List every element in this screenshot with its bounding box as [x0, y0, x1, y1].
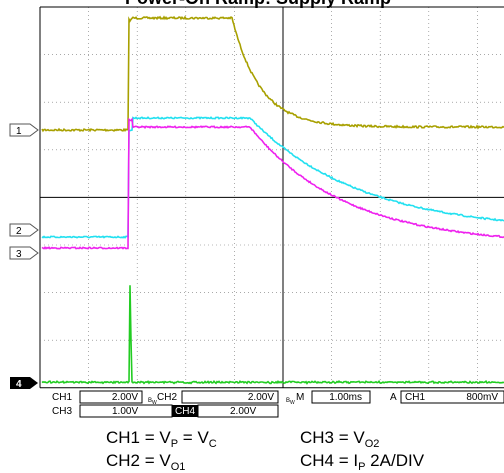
- waveform-ch2: [41, 116, 504, 239]
- marker-3: 3: [9, 246, 39, 260]
- setting: 2.00V: [112, 392, 138, 403]
- marker-4: 4: [10, 377, 38, 390]
- title: Power-On Ramp: Supply Ramp: [125, 0, 391, 8]
- setting: B: [286, 398, 290, 404]
- caption: CH2 = VO1: [106, 451, 185, 473]
- setting: 2.00V: [248, 392, 274, 403]
- setting: CH1: [52, 392, 72, 403]
- setting: CH4: [175, 406, 195, 417]
- grid: [39, 6, 504, 389]
- setting: M: [296, 392, 304, 403]
- waveforms: [41, 15, 504, 385]
- setting: 800mV: [466, 392, 498, 403]
- marker-1: 1: [9, 123, 39, 137]
- settings-bar: CH1 2.00V B W CH2 2.00V B W M 1.00ms A C…: [52, 390, 504, 418]
- setting: CH2: [157, 392, 177, 403]
- setting: CH3: [52, 406, 72, 417]
- marker-label: 4: [16, 379, 22, 390]
- setting: 1.00V: [112, 406, 138, 417]
- caption: CH4 = IP 2A/DIV: [300, 451, 425, 473]
- caption: CH1 = VP = VC: [106, 428, 217, 450]
- marker-2: 2: [9, 223, 39, 237]
- waveform-ch4: [41, 285, 504, 385]
- caption: CH3 = VO2: [300, 428, 379, 450]
- setting: CH1: [405, 392, 425, 403]
- setting: W: [290, 400, 295, 406]
- setting: W: [152, 400, 157, 406]
- waveform-ch3: [41, 117, 504, 250]
- marker-label: 3: [16, 249, 22, 260]
- marker-label: 2: [16, 226, 22, 237]
- marker-label: 1: [16, 126, 22, 137]
- setting: 2.00V: [230, 406, 256, 417]
- setting: 1.00ms: [329, 392, 362, 403]
- setting: B: [148, 398, 152, 404]
- waveform-ch1: [41, 15, 504, 133]
- setting: A: [390, 392, 397, 403]
